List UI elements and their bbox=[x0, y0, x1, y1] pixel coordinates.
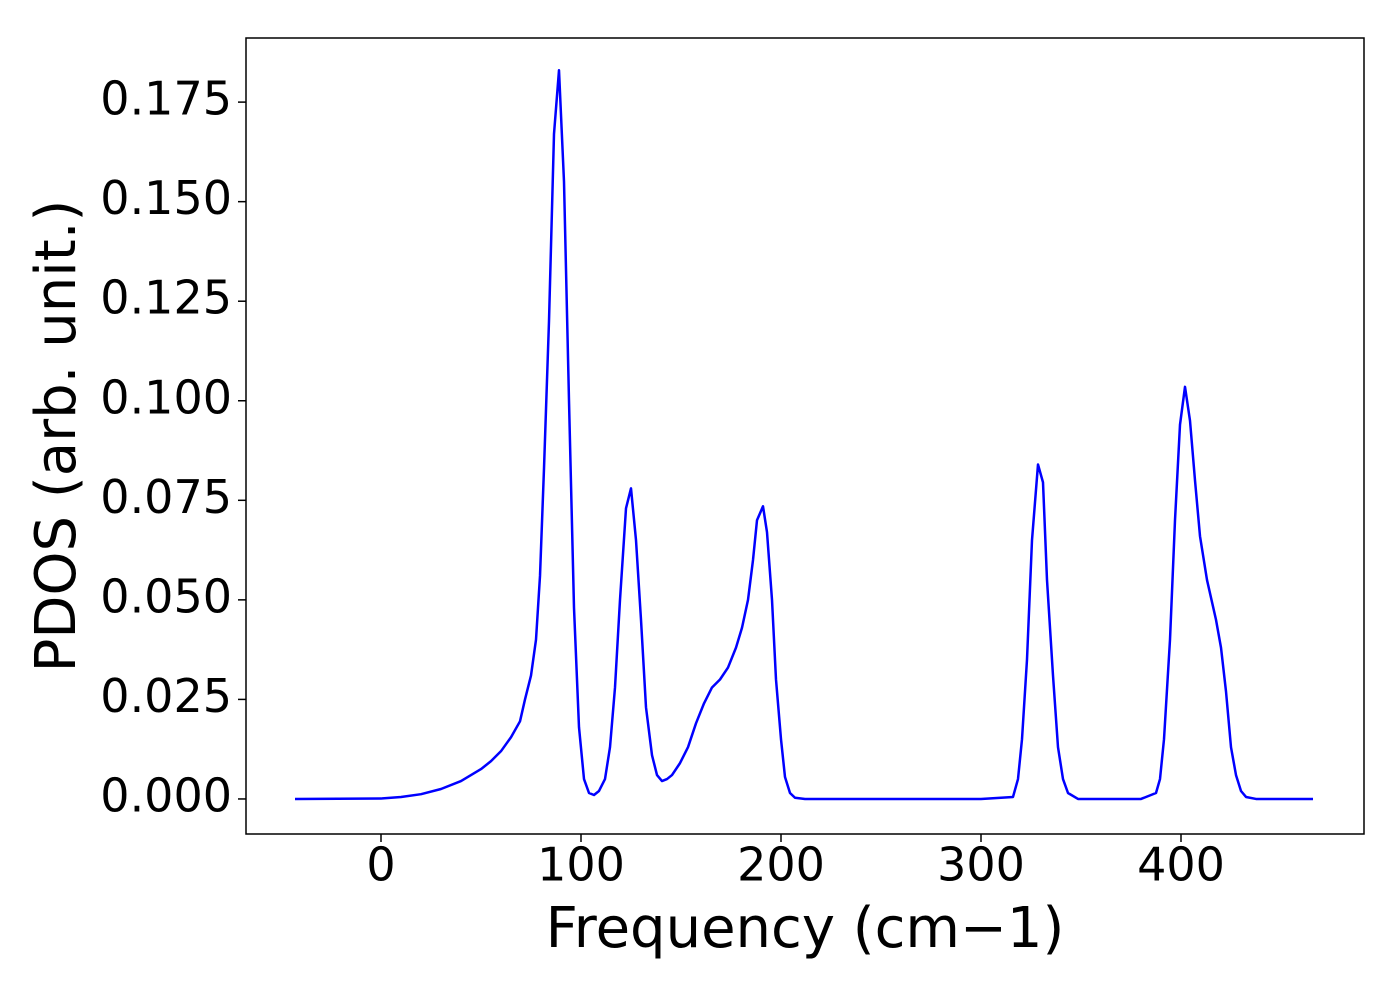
x-tick-label: 100 bbox=[537, 838, 625, 892]
x-tick-label: 0 bbox=[366, 838, 395, 892]
y-tick-label: 0.075 bbox=[100, 470, 232, 524]
x-axis-label: Frequency (cm−1) bbox=[546, 896, 1065, 961]
y-axis-label: PDOS (arb. unit.) bbox=[24, 200, 89, 673]
x-tick-label: 400 bbox=[1137, 838, 1225, 892]
y-tick-label: 0.175 bbox=[100, 72, 232, 126]
y-tick-label: 0.000 bbox=[100, 768, 232, 822]
plot-frame bbox=[245, 37, 1365, 835]
data-line bbox=[294, 69, 1313, 801]
y-tick-label: 0.125 bbox=[100, 271, 232, 325]
x-tick-label: 300 bbox=[937, 838, 1025, 892]
y-tick-label: 0.150 bbox=[100, 171, 232, 225]
y-tick-label: 0.025 bbox=[100, 669, 232, 723]
y-tick-label: 0.100 bbox=[100, 370, 232, 424]
x-tick-label: 200 bbox=[737, 838, 825, 892]
y-tick-label: 0.050 bbox=[100, 569, 232, 623]
